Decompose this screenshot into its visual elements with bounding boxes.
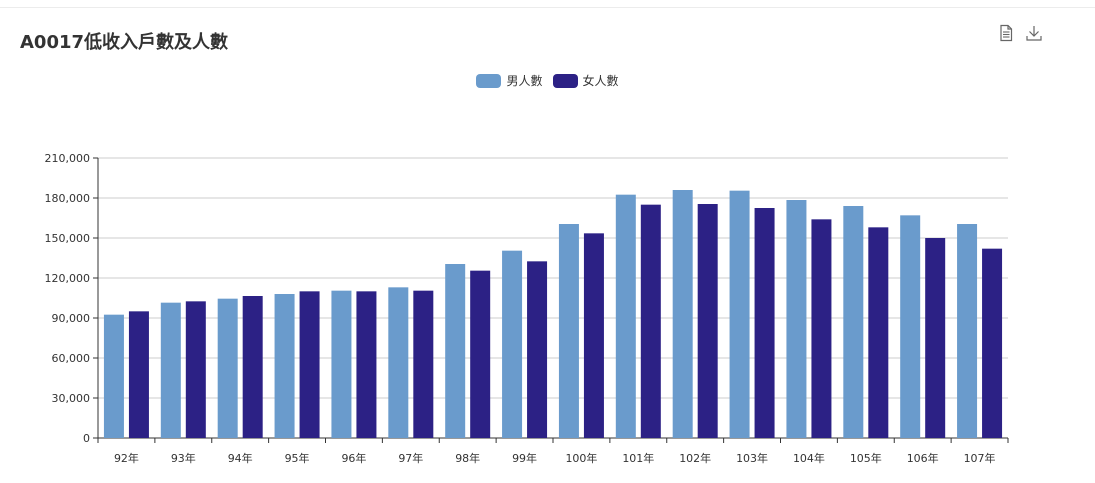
y-tick-label: 0 [83,432,90,445]
bar-female [868,227,889,438]
legend-swatch-female [552,73,578,88]
x-tick-label: 101年 [622,451,654,465]
chart-legend: 男人數 女人數 [0,72,1095,89]
bar-female [754,208,775,438]
x-tick-label: 98年 [455,451,480,465]
x-tick-label: 102年 [679,451,711,465]
x-tick-label: 104年 [793,451,825,465]
x-tick-label: 94年 [228,451,253,465]
bar-female [982,248,1003,438]
bar-female [640,204,661,438]
x-tick-label: 96年 [341,451,366,465]
x-tick-label: 100年 [565,451,597,465]
legend-item-male[interactable]: 男人數 [476,72,543,89]
y-tick-label: 180,000 [45,192,91,205]
bar-female [242,296,263,438]
x-tick-label: 103年 [736,451,768,465]
bar-female [185,301,206,438]
bar-male [160,302,181,438]
bar-male [558,224,579,438]
x-tick-label: 106年 [907,451,939,465]
x-tick-label: 105年 [850,451,882,465]
legend-label-female: 女人數 [582,74,619,88]
top-border [0,0,1095,8]
bar-female [128,311,149,438]
bar-female [697,204,718,438]
bar-female [583,233,604,438]
bar-female [356,291,377,438]
legend-item-female[interactable]: 女人數 [552,72,619,89]
bar-female [811,219,832,438]
y-tick-label: 120,000 [45,272,91,285]
x-tick-label: 95年 [285,451,310,465]
y-tick-label: 60,000 [52,352,91,365]
bar-male [331,290,352,438]
bar-female [299,291,320,438]
bar-male [843,206,864,438]
bar-male [388,287,409,438]
y-tick-label: 210,000 [45,152,91,165]
bar-male [900,215,921,438]
bar-female [527,261,548,438]
bar-female [470,270,491,438]
x-tick-label: 92年 [114,451,139,465]
bar-male [672,190,693,438]
bar-male [274,294,295,438]
download-icon[interactable] [1025,24,1043,42]
legend-label-male: 男人數 [506,74,543,88]
bar-male [729,190,750,438]
x-tick-label: 93年 [171,451,196,465]
bar-female [925,238,946,438]
bar-male [217,298,238,438]
bar-male [445,264,466,438]
bar-male [786,200,807,438]
y-tick-label: 90,000 [52,312,91,325]
y-tick-label: 30,000 [52,392,91,405]
bar-male [103,314,124,438]
y-tick-label: 150,000 [45,232,91,245]
x-tick-label: 99年 [512,451,537,465]
bar-female [413,290,434,438]
x-tick-label: 107年 [964,451,996,465]
x-tick-label: 97年 [398,451,423,465]
bar-male [502,250,523,438]
chart-toolbox [997,24,1043,42]
chart-title: A0017低收入戶數及人數 [20,32,229,53]
legend-swatch-male [476,73,502,88]
bar-male [957,224,978,438]
document-icon[interactable] [997,24,1015,42]
bar-male [615,194,636,438]
